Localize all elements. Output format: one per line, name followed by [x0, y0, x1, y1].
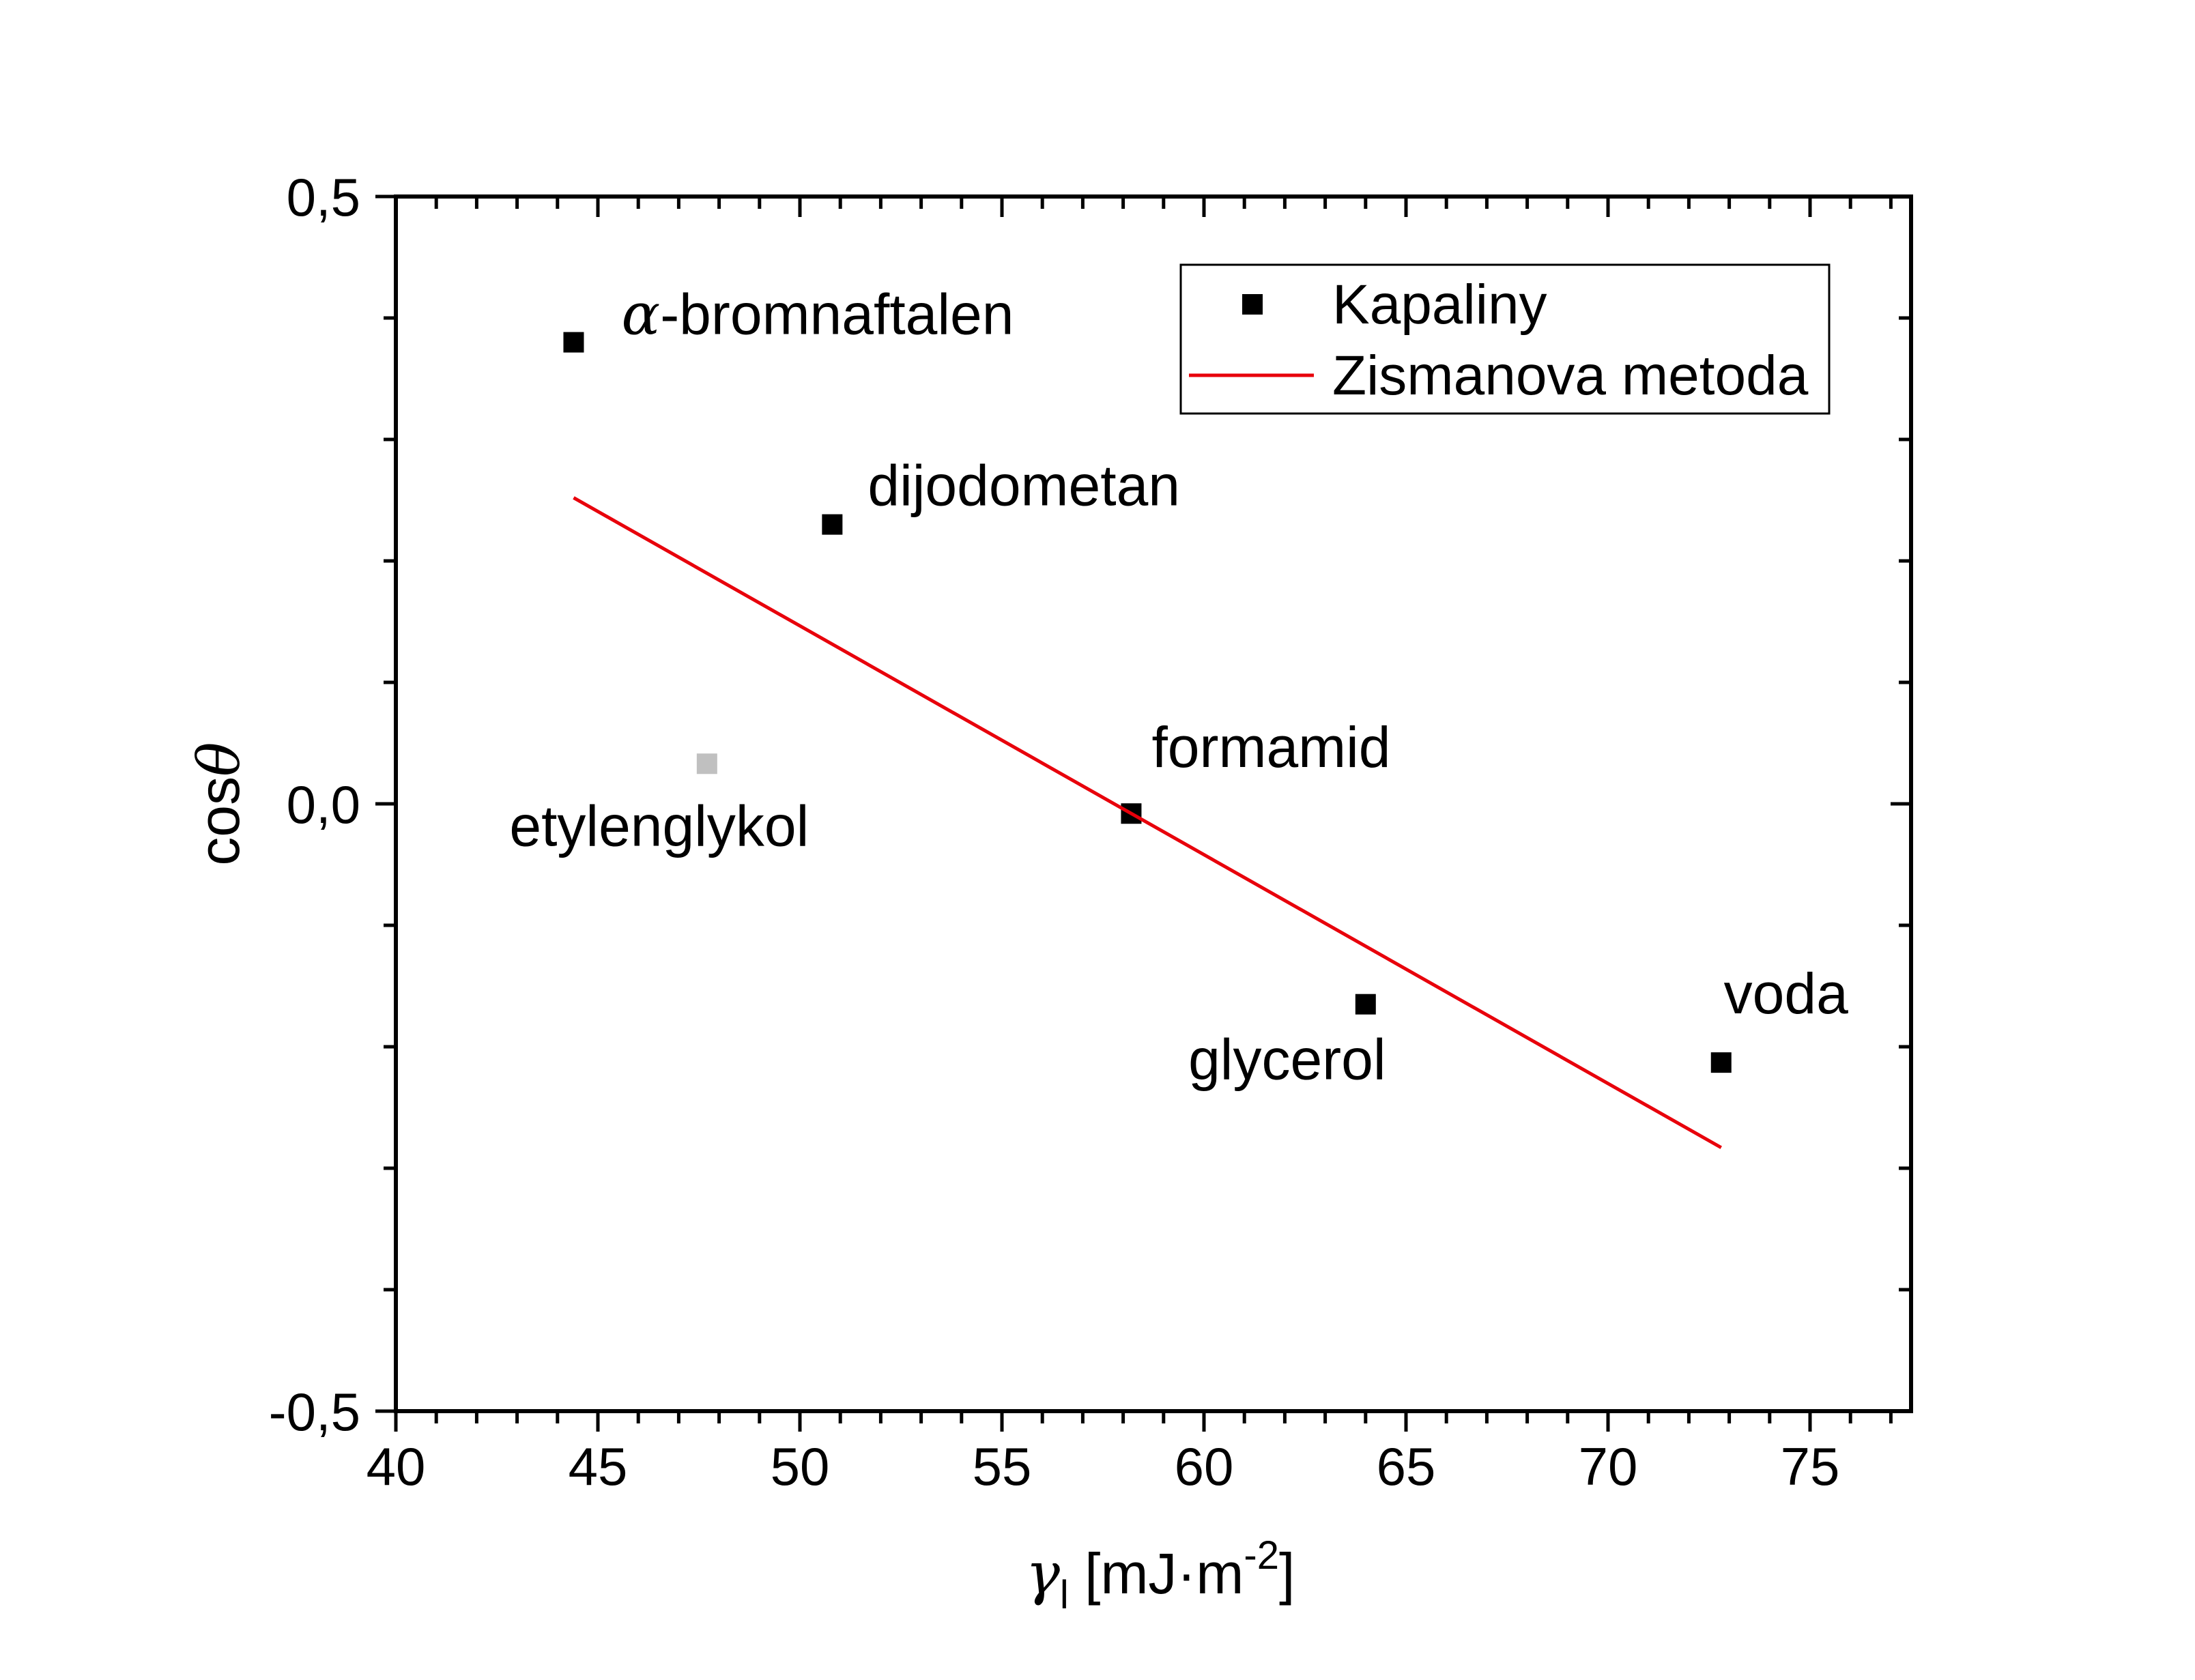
- x-tick-label: 55: [973, 1436, 1032, 1496]
- point-label-text: formamid: [1151, 715, 1390, 779]
- legend-marker: [1242, 294, 1263, 315]
- x-axis-close: ]: [1279, 1541, 1295, 1606]
- data-point: [696, 753, 717, 774]
- point-label-text: glycerol: [1188, 1028, 1386, 1092]
- point-label-prefix: α: [621, 281, 660, 348]
- x-tick-label: 50: [771, 1436, 830, 1496]
- point-label-text: -bromnaftalen: [660, 283, 1014, 347]
- x-tick-label: 75: [1781, 1436, 1840, 1496]
- legend-label: Kapaliny: [1332, 274, 1547, 336]
- y-axis-prefix: cos: [187, 777, 251, 866]
- x-tick-label: 65: [1377, 1436, 1436, 1496]
- y-tick-label: -0,5: [269, 1382, 360, 1442]
- y-axis-symbol: θ: [186, 742, 253, 777]
- x-tick-label: 60: [1175, 1436, 1234, 1496]
- point-label-text: voda: [1724, 961, 1848, 1026]
- data-point: [1710, 1052, 1732, 1073]
- data-point: [1355, 994, 1376, 1015]
- point-label: etylenglykol: [509, 794, 809, 858]
- legend-label: Zismanova metoda: [1332, 345, 1809, 407]
- data-point: [822, 514, 843, 535]
- x-axis-subscript: l: [1060, 1573, 1069, 1617]
- point-label: dijodometan: [867, 454, 1180, 518]
- point-label: voda: [1724, 961, 1848, 1026]
- x-axis-title: γl [mJ·m-2]: [1026, 1533, 1295, 1617]
- legend-box: [1179, 263, 1831, 415]
- x-tick-label: 40: [367, 1436, 426, 1496]
- x-axis-symbol: γ: [1026, 1540, 1061, 1607]
- x-tick-label: 45: [569, 1436, 628, 1496]
- point-labels: α-bromnaftalen dijodometan etylenglykol for…: [509, 281, 1848, 1092]
- legend: Kapaliny Zismanova metoda: [1179, 263, 1831, 415]
- x-tick-label: 70: [1579, 1436, 1638, 1496]
- x-axis-exponent: -2: [1244, 1533, 1279, 1578]
- y-axis-title: cosθ: [186, 742, 253, 865]
- data-point: [563, 332, 584, 353]
- series: [563, 332, 1732, 1149]
- y-tick-label: 0,0: [287, 774, 360, 835]
- point-label: α-bromnaftalen: [621, 281, 1014, 348]
- point-label-text: etylenglykol: [509, 794, 809, 858]
- point-label: glycerol: [1188, 1028, 1386, 1092]
- axes: 40 45 50 55 60 65 70 75 -0,5 0,0 0,5 γl [mJ·m-2] cos…: [186, 167, 1911, 1617]
- point-label: formamid: [1151, 715, 1390, 779]
- fit-line: [573, 496, 1722, 1149]
- y-tick-label: 0,5: [287, 167, 360, 227]
- point-label-text: dijodometan: [867, 454, 1180, 518]
- x-axis-unit: [mJ·m: [1069, 1541, 1244, 1606]
